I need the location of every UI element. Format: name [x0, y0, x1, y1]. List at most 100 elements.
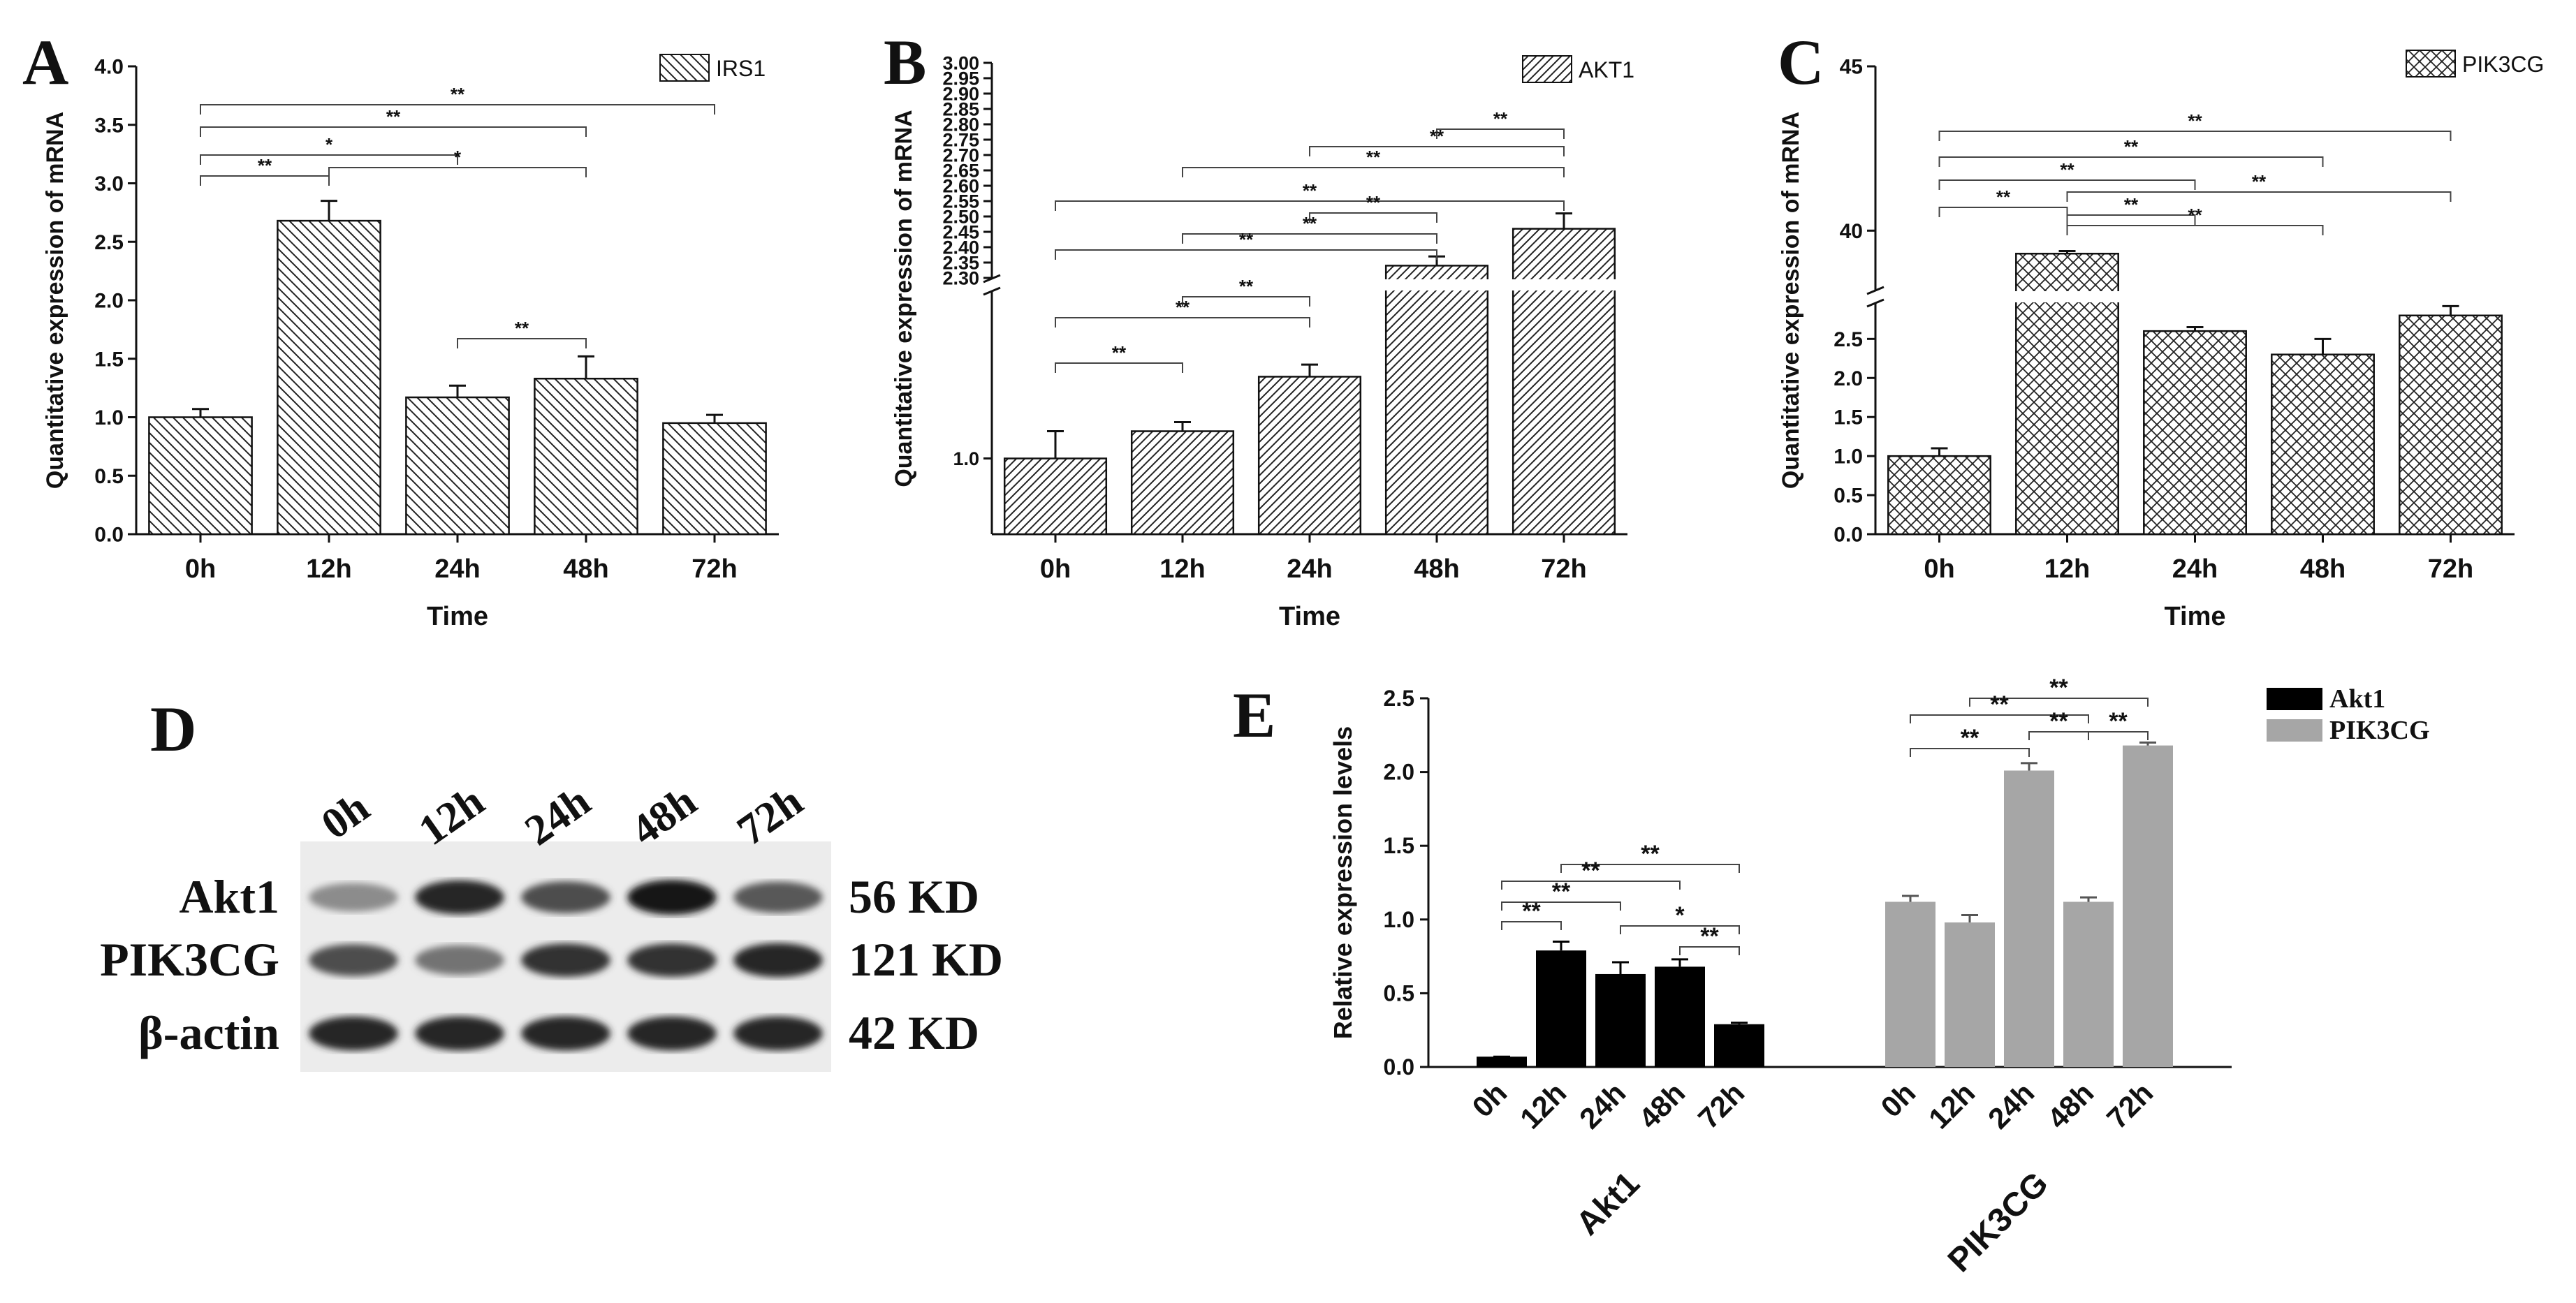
y-tick-label: 3.5 — [94, 114, 124, 137]
significance-label: ** — [2124, 136, 2139, 157]
x-tick-label: 0h — [1465, 1076, 1513, 1124]
y-tick-label: 4.0 — [94, 56, 124, 79]
y-tick-label: 1.0 — [94, 406, 124, 429]
y-tick-label: 2.80 — [942, 114, 979, 135]
y-tick-label: 45 — [1840, 56, 1863, 79]
legend-swatch — [2267, 688, 2322, 710]
significance-bracket — [2088, 731, 2149, 740]
bar — [2143, 330, 2247, 536]
significance-label: ** — [1176, 297, 1190, 318]
significance-label: ** — [451, 84, 465, 105]
protein-label: PIK3CG — [100, 933, 279, 986]
y-axis-label: Quantitative expression of mRNA — [1778, 112, 1804, 489]
significance-bracket — [457, 338, 587, 348]
x-tick-label: 12h — [1159, 554, 1205, 584]
significance-bracket — [200, 154, 458, 165]
error-bar — [2080, 896, 2097, 902]
significance-label: ** — [2188, 205, 2202, 226]
error-bar — [1612, 961, 1629, 974]
chart-c: 0.0 0.5 1.0 1.5 2.0 2.5 40 45 0h 12h 24h 48h 72h Time… — [1778, 50, 2544, 631]
significance-bracket — [1182, 167, 1565, 177]
x-tick-label: 0h — [1924, 554, 1954, 584]
significance-bracket — [200, 126, 587, 137]
y-tick-label: 2.30 — [942, 267, 979, 288]
significance-label: ** — [1303, 180, 1317, 201]
size-label: 121 KD — [849, 933, 1003, 986]
significance-label: * — [454, 147, 462, 168]
y-tick-label: 0.0 — [94, 524, 124, 547]
blot-band — [521, 1016, 610, 1051]
y-tick-label: 1.5 — [94, 348, 124, 371]
significance-bracket — [1182, 296, 1310, 307]
significance-bracket — [200, 175, 330, 186]
bar — [1655, 966, 1705, 1067]
chart-e: 0.0 0.5 1.0 1.5 2.0 2.5 Relative expression le… — [1329, 675, 2430, 1279]
bar — [2123, 745, 2173, 1067]
significance-bracket — [2066, 191, 2452, 202]
bar — [534, 377, 638, 536]
significance-label: ** — [2188, 110, 2202, 131]
error-bar — [1931, 447, 1948, 457]
x-tick-label: 72h — [1541, 554, 1586, 584]
bar-break-gap — [2014, 291, 2120, 302]
error-bar — [1301, 363, 1318, 377]
bar — [1257, 376, 1362, 536]
bar — [662, 422, 767, 536]
error-bar — [321, 200, 337, 221]
x-tick-label: 24h — [1287, 554, 1332, 584]
bar-break-gap — [1384, 279, 1489, 290]
blot-band — [521, 943, 610, 977]
bar — [2271, 353, 2375, 536]
x-tick-label: 48h — [1632, 1076, 1691, 1135]
y-tick-label: 0.0 — [1384, 1054, 1414, 1080]
y-tick-label: 1.0 — [1384, 907, 1414, 932]
panel-letter-b: B — [884, 27, 926, 98]
significance-bracket — [1309, 212, 1437, 223]
y-axis-label: Relative expression levels — [1329, 726, 1357, 1039]
significance-bracket — [1560, 864, 1740, 873]
significance-label: ** — [1239, 276, 1254, 297]
error-bar — [1961, 913, 1978, 923]
significance-label: ** — [1303, 213, 1317, 234]
legend-swatch — [1522, 55, 1572, 83]
bar — [1885, 901, 1935, 1067]
bar — [2399, 314, 2503, 536]
protein-label: β-actin — [138, 1006, 279, 1059]
y-axis-label: Quantitative expression of mRNA — [42, 112, 68, 489]
significance-bracket — [328, 167, 587, 177]
x-axis-label: Time — [1279, 602, 1340, 631]
error-bar — [2186, 326, 2204, 332]
blot-band — [415, 1016, 504, 1051]
y-axis-label: Quantitative expression of mRNA — [891, 110, 917, 487]
error-bar — [706, 413, 723, 423]
y-tick-label: 2.45 — [942, 221, 979, 242]
lane-label: 0h — [313, 783, 378, 848]
y-tick-label: 2.0 — [1834, 367, 1863, 390]
significance-bracket — [2066, 214, 2196, 225]
group-label: PIK3CG — [1941, 1165, 2056, 1279]
significance-label: ** — [258, 155, 272, 176]
y-tick-label: 2.65 — [942, 160, 979, 181]
significance-bracket — [1182, 233, 1437, 244]
significance-label: ** — [386, 106, 401, 127]
bar — [1887, 455, 1991, 536]
significance-bracket — [1055, 249, 1437, 260]
blot-band — [415, 880, 504, 915]
error-bar — [2442, 304, 2459, 316]
significance-label: ** — [2124, 194, 2139, 215]
x-tick-label: 72h — [2428, 554, 2473, 584]
significance-label: ** — [2109, 708, 2128, 735]
significance-label: ** — [1430, 126, 1444, 147]
legend-swatch — [2406, 50, 2456, 78]
significance-label: * — [325, 134, 333, 155]
significance-bracket — [1501, 921, 1562, 930]
y-tick-label: 0.5 — [94, 465, 124, 488]
legend-label: PIK3CG — [2329, 716, 2430, 745]
bar — [1595, 973, 1646, 1067]
panel-letter-a: A — [22, 27, 68, 98]
x-tick-label: 24h — [1982, 1076, 2040, 1135]
x-tick-label: 12h — [1514, 1076, 1572, 1135]
bar — [1536, 950, 1586, 1067]
